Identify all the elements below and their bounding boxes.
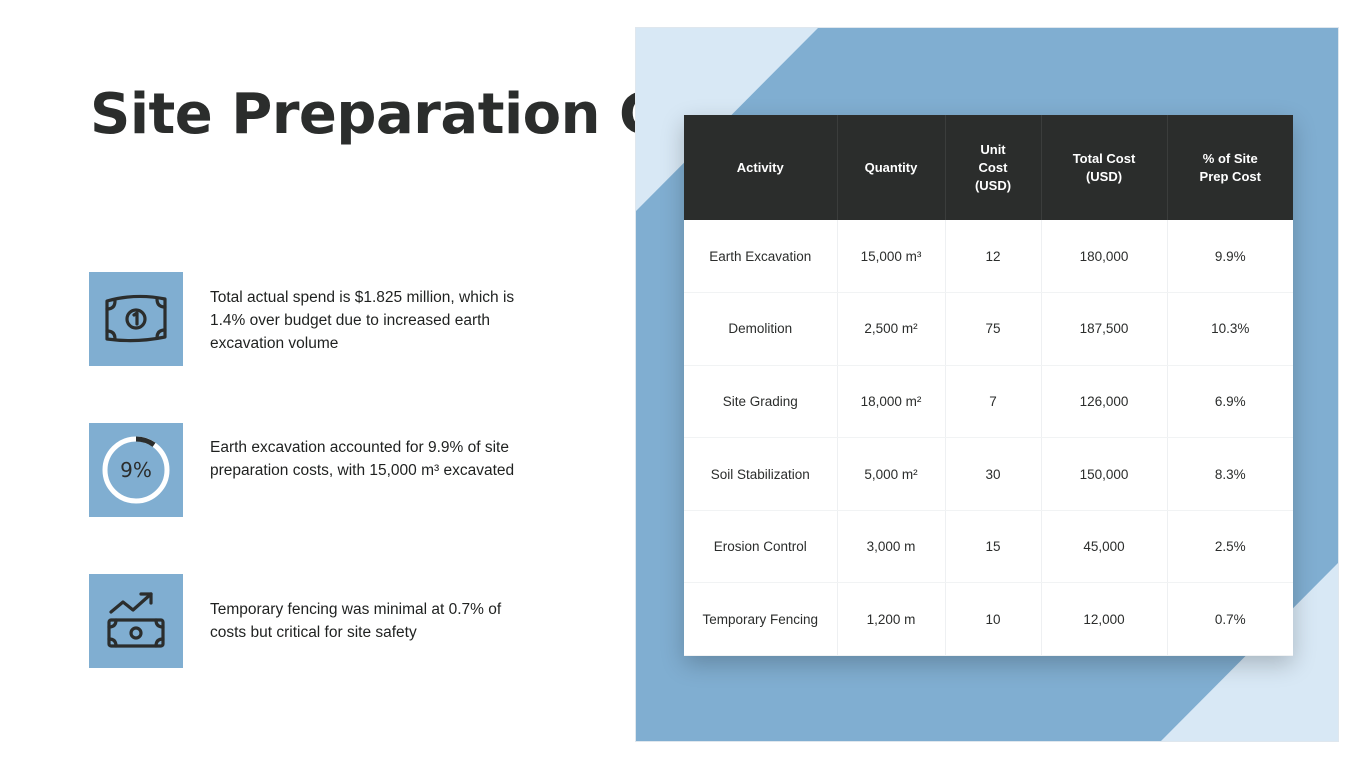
table-cell: 6.9% bbox=[1167, 365, 1293, 439]
table-cell: 9.9% bbox=[1167, 220, 1293, 294]
table-cell: 45,000 bbox=[1041, 510, 1168, 584]
table-cell: 12,000 bbox=[1041, 582, 1168, 657]
table-cell: 12 bbox=[945, 220, 1042, 294]
table-cell: Erosion Control bbox=[684, 510, 838, 584]
table-cell: 0.7% bbox=[1167, 582, 1293, 657]
table-cell: 30 bbox=[945, 437, 1042, 511]
table-cell: Temporary Fencing bbox=[684, 582, 838, 657]
table-cell: 15 bbox=[945, 510, 1042, 584]
table-cell: 10.3% bbox=[1167, 292, 1293, 366]
table-cell: 8.3% bbox=[1167, 437, 1293, 511]
progress-ring-icon: 9% bbox=[89, 423, 183, 517]
money-bill-icon bbox=[89, 272, 183, 366]
table-panel: Activity Quantity Unit Cost (USD) Total Cos… bbox=[635, 27, 1339, 742]
table-row: Erosion Control 3,000 m 15 45,000 2.5% bbox=[684, 510, 1293, 584]
table-cell: 2.5% bbox=[1167, 510, 1293, 584]
table-cell: Soil Stabilization bbox=[684, 437, 838, 511]
table-cell: Demolition bbox=[684, 292, 838, 366]
table-cell: 10 bbox=[945, 582, 1042, 657]
money-trend-up-icon bbox=[89, 574, 183, 668]
insight-text: Earth excavation accounted for 9.9% of s… bbox=[210, 439, 515, 479]
table-cell: 180,000 bbox=[1041, 220, 1168, 294]
table-cell: 15,000 m³ bbox=[837, 220, 946, 294]
table-header-row: Activity Quantity Unit Cost (USD) Total Cos… bbox=[684, 115, 1293, 220]
table-cell: 5,000 m² bbox=[837, 437, 946, 511]
insight-text: Temporary fencing was minimal at 0.7% of… bbox=[210, 601, 502, 641]
table-cell: 2,500 m² bbox=[837, 292, 946, 366]
table-cell: 7 bbox=[945, 365, 1042, 439]
table-row: Soil Stabilization 5,000 m² 30 150,000 8.3% bbox=[684, 437, 1293, 511]
table-cell: Earth Excavation bbox=[684, 220, 838, 294]
ring-label: 9% bbox=[120, 458, 152, 482]
table-row: Demolition 2,500 m² 75 187,500 10.3% bbox=[684, 292, 1293, 366]
table-row: Earth Excavation 15,000 m³ 12 180,000 9.9% bbox=[684, 220, 1293, 294]
table-cell: 18,000 m² bbox=[837, 365, 946, 439]
table-cell: Site Grading bbox=[684, 365, 838, 439]
table-cell: 75 bbox=[945, 292, 1042, 366]
table-row: Temporary Fencing 1,200 m 10 12,000 0.7% bbox=[684, 582, 1293, 657]
column-header: Total Cost (USD) bbox=[1041, 115, 1168, 220]
column-header: Unit Cost (USD) bbox=[945, 115, 1042, 220]
column-header: Activity bbox=[684, 115, 838, 220]
column-header: % of Site Prep Cost bbox=[1167, 115, 1293, 220]
table-cell: 1,200 m bbox=[837, 582, 946, 657]
table-cell: 187,500 bbox=[1041, 292, 1168, 366]
table-row: Site Grading 18,000 m² 7 126,000 6.9% bbox=[684, 365, 1293, 439]
table-cell: 3,000 m bbox=[837, 510, 946, 584]
cost-table: Activity Quantity Unit Cost (USD) Total Cos… bbox=[684, 115, 1293, 657]
table-cell: 126,000 bbox=[1041, 365, 1168, 439]
insight-text: Total actual spend is $1.825 million, wh… bbox=[210, 289, 515, 352]
table-cell: 150,000 bbox=[1041, 437, 1168, 511]
column-header: Quantity bbox=[837, 115, 946, 220]
